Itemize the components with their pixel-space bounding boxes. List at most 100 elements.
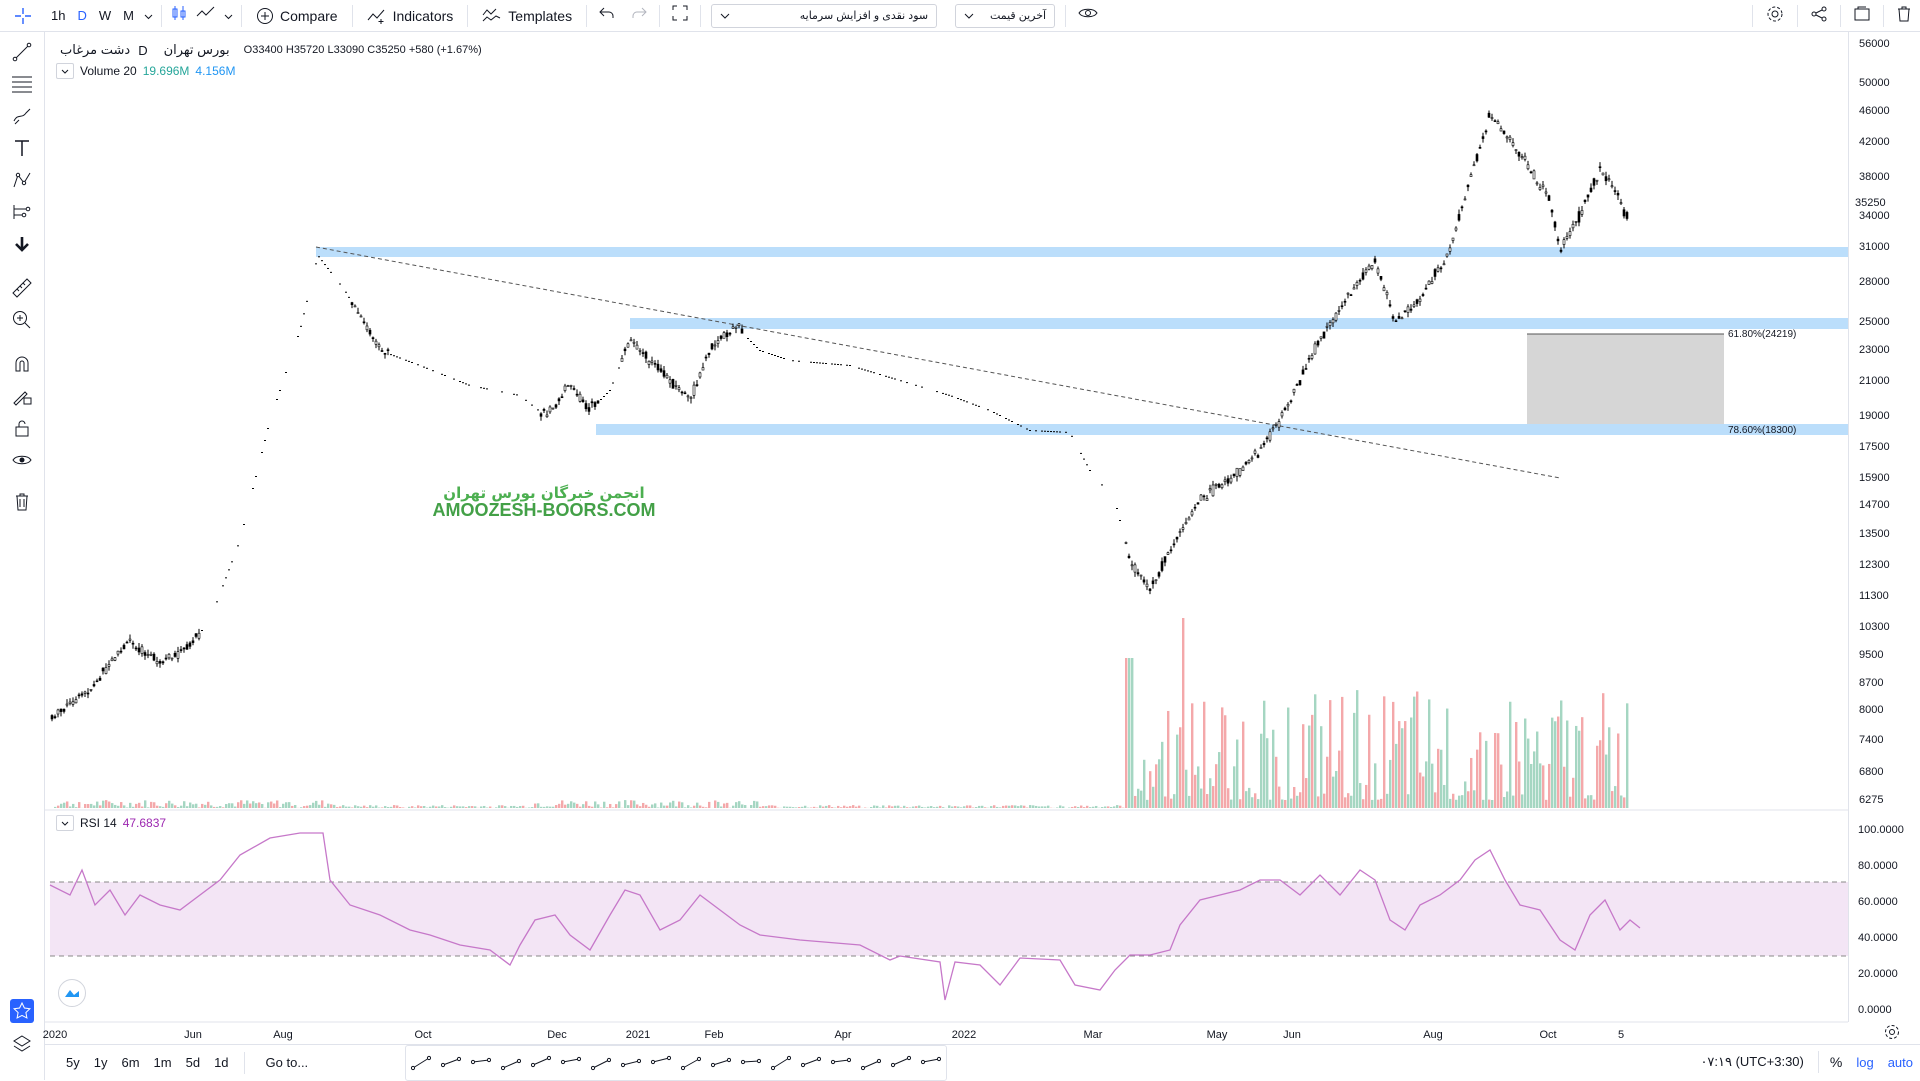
candle-body [108, 664, 110, 666]
price-type-select[interactable]: آخرین قیمت [955, 4, 1055, 28]
volume-bar [1437, 749, 1439, 808]
trash-icon[interactable] [1888, 6, 1920, 27]
timeframe-dropdown-chevron-icon[interactable] [140, 7, 157, 25]
magnet-icon[interactable] [10, 352, 34, 376]
horizontal-ray-icon[interactable] [586, 1048, 616, 1078]
text-icon[interactable] [10, 136, 34, 160]
chart-type-chevron-icon[interactable] [220, 7, 237, 25]
timeframe-d[interactable]: D [71, 8, 92, 23]
prediction-icon[interactable] [10, 200, 34, 224]
lock-drawing-icon[interactable] [10, 384, 34, 408]
support-zone-18300[interactable] [596, 424, 1848, 435]
brush-icon[interactable] [10, 104, 34, 128]
candle-body [1140, 575, 1142, 576]
fullscreen-icon[interactable] [664, 5, 696, 26]
share-icon[interactable] [1802, 6, 1836, 27]
templates-button[interactable]: Templates [472, 0, 582, 32]
volume-bar [1371, 800, 1373, 808]
volume-bar [825, 806, 827, 808]
callout-icon[interactable] [526, 1048, 556, 1078]
price-tick: 9500 [1859, 649, 1883, 661]
trendline-icon[interactable] [10, 40, 34, 64]
zoom-icon[interactable] [10, 308, 34, 332]
candle-body [1467, 185, 1469, 187]
rectangle-icon[interactable] [466, 1048, 496, 1078]
redo-icon[interactable] [623, 6, 655, 25]
elliott-wave-icon[interactable] [826, 1048, 856, 1078]
channel-icon[interactable] [436, 1048, 466, 1078]
candle-doji [405, 360, 407, 361]
candles-icon[interactable] [166, 4, 192, 27]
auto-toggle[interactable]: auto [1881, 1055, 1920, 1070]
snapshot-icon[interactable] [1845, 6, 1879, 27]
fib-grid-icon[interactable] [736, 1048, 766, 1078]
path-icon[interactable] [646, 1048, 676, 1078]
horizontal-lines-icon[interactable] [10, 72, 34, 96]
candle-body [84, 692, 86, 693]
range-1y[interactable]: 1y [87, 1055, 115, 1070]
log-toggle[interactable]: log [1849, 1055, 1880, 1070]
resistance-zone-25000[interactable] [630, 318, 1848, 329]
eye-icon[interactable] [10, 448, 34, 472]
percent-toggle[interactable]: % [1823, 1054, 1849, 1070]
candle-body [129, 639, 131, 640]
lock-icon[interactable] [10, 416, 34, 440]
candle-body [1476, 154, 1478, 160]
volume-collapse-chevron-icon[interactable] [56, 63, 74, 79]
support-zone-31000[interactable] [316, 247, 1848, 257]
volume-bar [954, 806, 956, 808]
axis-settings-icon[interactable] [1884, 1024, 1902, 1042]
range-1d[interactable]: 1d [207, 1055, 235, 1070]
crosshair-cursor-icon[interactable] [0, 0, 45, 32]
volume-bar [495, 807, 497, 808]
eye-icon[interactable] [1070, 6, 1106, 25]
gann-icon[interactable] [856, 1048, 886, 1078]
indicators-button[interactable]: Indicators [357, 0, 464, 32]
price-tick: 19000 [1859, 410, 1890, 422]
ruler-icon[interactable] [10, 276, 34, 300]
ray-icon[interactable] [556, 1048, 586, 1078]
timeframe-w[interactable]: W [93, 8, 117, 23]
undo-icon[interactable] [591, 6, 623, 25]
settings-icon[interactable] [1757, 5, 1793, 28]
arrow-down-icon[interactable] [10, 232, 34, 256]
goto-button[interactable]: Go to... [259, 1055, 316, 1070]
range-5y[interactable]: 5y [59, 1055, 87, 1070]
range-6m[interactable]: 6m [114, 1055, 146, 1070]
fib-retracement-box[interactable] [1527, 334, 1724, 430]
volume-bar [615, 804, 617, 808]
line-chart-icon[interactable] [192, 4, 220, 27]
range-5d[interactable]: 5d [179, 1055, 207, 1070]
pattern-icon[interactable] [916, 1048, 946, 1078]
abcd-pattern-icon[interactable] [796, 1048, 826, 1078]
text-icon[interactable] [496, 1048, 526, 1078]
time-display[interactable]: ۰۷:۱۹ (UTC+3:30) [1690, 1054, 1813, 1070]
cross-line-icon[interactable] [616, 1048, 646, 1078]
volume-bar [1386, 794, 1388, 808]
compare-button[interactable]: Compare [246, 0, 348, 32]
lines-icon[interactable] [406, 1048, 436, 1078]
arrow-icon[interactable] [676, 1048, 706, 1078]
pattern-icon[interactable] [10, 168, 34, 192]
volume-bar [240, 800, 242, 808]
rsi-collapse-chevron-icon[interactable] [56, 815, 74, 831]
timeframe-1h[interactable]: 1h [45, 8, 71, 23]
timeframe-m[interactable]: M [117, 8, 140, 23]
downtrend-line[interactable] [316, 247, 1560, 478]
trash-icon[interactable] [10, 490, 34, 514]
candle-body [1557, 239, 1559, 241]
star-icon[interactable] [10, 999, 34, 1023]
indicator-select[interactable]: سود نقدی و افزایش سرمایه [711, 4, 937, 28]
horizontal-line-icon[interactable] [706, 1048, 736, 1078]
brush-icon[interactable] [886, 1048, 916, 1078]
tradingview-logo-icon[interactable] [58, 979, 86, 1007]
volume-bar [1374, 763, 1376, 808]
layers-icon[interactable] [10, 1032, 34, 1056]
volume-bar [1170, 799, 1172, 808]
range-1m[interactable]: 1m [147, 1055, 179, 1070]
symbol-name[interactable]: دشت مرغاب [60, 42, 130, 58]
xabcd-pattern-icon[interactable] [766, 1048, 796, 1078]
